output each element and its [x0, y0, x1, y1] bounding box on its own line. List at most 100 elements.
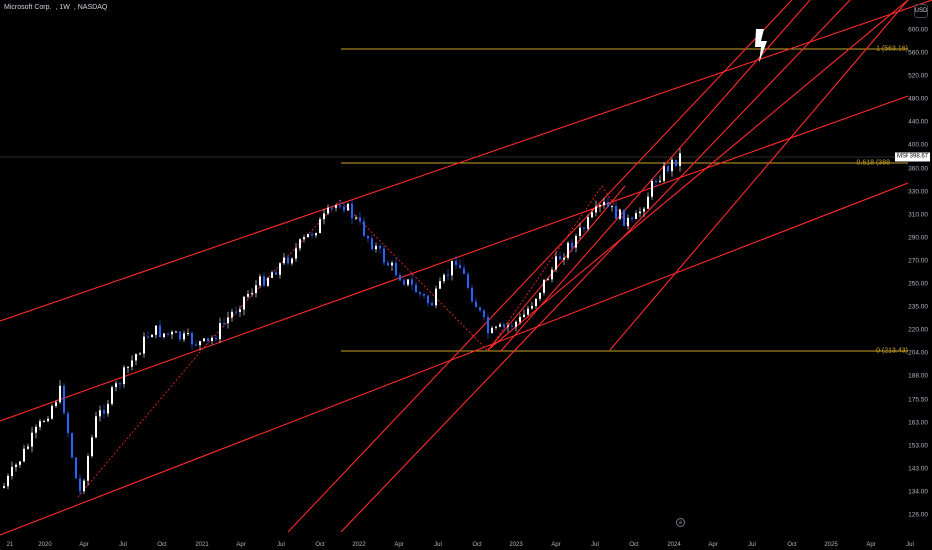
price-axis-label: 330.00 [908, 188, 928, 196]
time-axis-label: 2021 [195, 542, 209, 548]
candle-body [399, 275, 401, 281]
candle-body [127, 366, 129, 368]
candle-body [659, 180, 661, 182]
candle-body [543, 279, 545, 293]
candle-body [643, 208, 645, 212]
candle-body [55, 402, 57, 406]
candle-body [11, 466, 13, 476]
candle-body [239, 309, 241, 312]
candle-body [615, 205, 617, 219]
candle-body [35, 426, 37, 433]
channel-line [0, 0, 932, 322]
candle-body [223, 323, 225, 325]
candle-body [471, 287, 473, 302]
candle-body [547, 279, 549, 281]
candle-body [143, 336, 145, 354]
candle-body [147, 336, 149, 338]
candle-body [499, 324, 501, 327]
candle-body [379, 245, 381, 249]
candle-body [275, 272, 277, 275]
candle-body [179, 331, 181, 340]
candle-body [43, 421, 45, 423]
candle-body [111, 387, 113, 404]
candle-body [311, 233, 313, 236]
candle-body [47, 418, 49, 422]
swing-line [487, 185, 603, 352]
candle-body [243, 296, 245, 310]
candle-body [83, 480, 85, 492]
price-axis-label: 560.00 [908, 49, 928, 57]
candle-body [159, 325, 161, 338]
candle-body [535, 298, 537, 307]
candle-body [559, 256, 561, 260]
candle-body [435, 288, 437, 306]
goto-realtime-icon[interactable]: ⊕ [676, 518, 685, 527]
price-axis-label: 290.00 [908, 234, 928, 242]
candle-body [343, 206, 345, 211]
time-axis-label: Jul [906, 542, 914, 548]
candle-body [387, 262, 389, 266]
candle-body [191, 333, 193, 345]
candle-body [39, 421, 41, 427]
candle-body [7, 475, 9, 487]
price-axis-label: 163.00 [908, 419, 928, 427]
candle-body [115, 383, 117, 388]
candle-body [635, 213, 637, 220]
candle-body [331, 207, 333, 209]
candle-body [119, 383, 121, 385]
candle-body [171, 331, 173, 335]
currency-scale-button[interactable]: USD [914, 4, 928, 18]
time-axis-label: 2024 [667, 542, 681, 548]
candle-body [163, 333, 165, 338]
candle-body [375, 245, 377, 250]
lightning-bolt-icon[interactable] [752, 28, 770, 64]
candle-body [227, 317, 229, 324]
candle-body [151, 334, 153, 338]
fib-level-label: 0 (213.43) [876, 347, 908, 355]
candle-body [107, 403, 109, 414]
time-axis-label: 2020 [38, 542, 52, 548]
candle-body [99, 410, 101, 417]
candle-body [503, 324, 505, 327]
time-axis-label: Apr [79, 542, 89, 548]
candle-body [667, 166, 669, 172]
candle-body [419, 292, 421, 294]
candle-body [207, 338, 209, 341]
candle-body [603, 202, 605, 206]
symbol-legend[interactable]: Microsoft Corp., 1W, NASDAQ [4, 4, 108, 11]
symbol-price-tag: MSFT [895, 152, 914, 162]
candle-body [551, 269, 553, 280]
time-axis-label: 21 [6, 542, 14, 548]
candle-body [391, 262, 393, 266]
candle-body [411, 279, 413, 285]
candle-body [651, 180, 653, 197]
price-axis-label: 440.00 [908, 118, 928, 126]
candle-body [95, 416, 97, 438]
candle-body [451, 260, 453, 276]
candle-body [523, 314, 525, 318]
candle-body [183, 333, 185, 340]
time-axis-label: Jul [119, 542, 127, 548]
price-axis-label: 126.00 [908, 511, 928, 519]
time-axis-label: Jul [591, 542, 599, 548]
candle-body [579, 227, 581, 236]
price-axis-label: 270.00 [908, 257, 928, 265]
candle-body [339, 205, 341, 207]
candle-body [259, 276, 261, 286]
time-axis-label: 2022 [352, 542, 366, 548]
candle-body [175, 331, 177, 333]
candle-body [631, 217, 633, 220]
price-axis-label: 220.00 [908, 326, 928, 334]
candle-body [219, 323, 221, 340]
legend-exchange: NASDAQ [77, 4, 108, 11]
candle-body [283, 257, 285, 264]
channel-line [340, 0, 851, 533]
candle-body [403, 280, 405, 285]
candle-body [447, 274, 449, 276]
candle-body [383, 248, 385, 263]
price-axis-label: 310.00 [908, 211, 928, 219]
candle-body [307, 233, 309, 238]
channel-line [609, 0, 909, 351]
